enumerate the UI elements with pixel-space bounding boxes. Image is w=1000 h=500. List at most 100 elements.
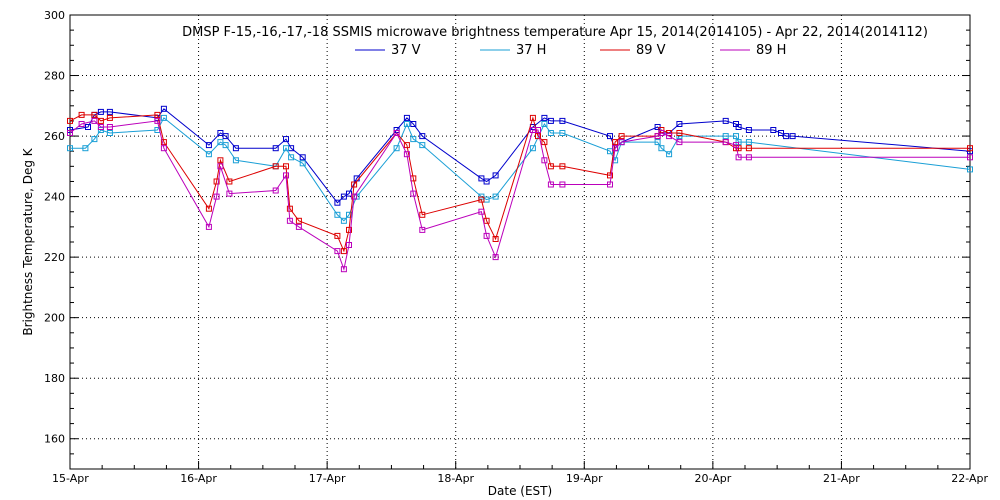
- data-point: [607, 172, 613, 179]
- data-point: [535, 127, 541, 133]
- data-point: [286, 217, 293, 224]
- data-point: [340, 266, 347, 273]
- data-point: [97, 117, 104, 124]
- data-point: [483, 232, 490, 239]
- y-tick-label: 200: [44, 312, 65, 325]
- data-point: [222, 133, 229, 140]
- data-point: [226, 178, 233, 185]
- data-point: [154, 111, 161, 118]
- data-point: [286, 205, 293, 212]
- data-point: [733, 133, 739, 140]
- data-point: [340, 248, 347, 255]
- data-point: [226, 190, 233, 197]
- data-point: [403, 121, 410, 127]
- data-point: [85, 124, 91, 130]
- data-point: [547, 163, 554, 170]
- series-line: [69, 108, 971, 204]
- data-point: [351, 181, 358, 188]
- series-line: [70, 117, 971, 222]
- data-point: [492, 236, 499, 242]
- data-point: [666, 151, 673, 158]
- data-point: [393, 145, 400, 152]
- x-tick-label: 15-Apr: [52, 472, 89, 485]
- data-point: [492, 254, 499, 261]
- x-tick-label: 17-Apr: [309, 472, 346, 485]
- data-point: [295, 217, 302, 224]
- data-point: [272, 187, 279, 194]
- data-point: [205, 151, 212, 158]
- data-point: [547, 117, 554, 124]
- y-tick-label: 240: [44, 191, 65, 204]
- data-point: [478, 208, 485, 215]
- data-point: [67, 117, 73, 124]
- data-point: [403, 151, 410, 158]
- data-point: [676, 130, 683, 136]
- data-point: [97, 124, 104, 130]
- data-point: [67, 145, 73, 152]
- data-point: [160, 139, 167, 146]
- data-point: [419, 226, 426, 233]
- data-point: [658, 130, 665, 136]
- data-point: [735, 124, 742, 130]
- data-point: [967, 166, 973, 173]
- data-point: [205, 142, 212, 149]
- data-point: [106, 108, 113, 115]
- data-point: [607, 181, 613, 188]
- data-point: [529, 145, 536, 152]
- data-point: [283, 145, 289, 152]
- data-point: [541, 157, 548, 164]
- data-point: [419, 133, 426, 140]
- data-point: [283, 136, 289, 143]
- data-point: [607, 133, 613, 140]
- data-point: [78, 121, 85, 127]
- data-point: [217, 130, 224, 136]
- data-point: [299, 154, 306, 161]
- y-axis-title: Brightness Temperature, Deg K: [21, 147, 35, 335]
- series-layer: [67, 105, 973, 273]
- y-tick-label: 180: [44, 372, 65, 385]
- data-point: [745, 139, 752, 146]
- data-point: [410, 136, 417, 143]
- y-tick-label: 280: [44, 70, 65, 83]
- data-point: [658, 145, 665, 152]
- data-point: [283, 163, 289, 170]
- data-point: [559, 181, 566, 188]
- data-point: [492, 172, 499, 179]
- series-89-h: [67, 117, 973, 273]
- data-point: [272, 163, 279, 170]
- data-point: [666, 133, 673, 140]
- x-tick-label: 21-Apr: [823, 472, 860, 485]
- data-point: [541, 114, 548, 121]
- data-point: [106, 124, 113, 130]
- data-point: [676, 133, 683, 140]
- data-point: [612, 139, 619, 146]
- data-point: [778, 130, 784, 136]
- data-point: [340, 217, 347, 224]
- data-point: [419, 211, 426, 218]
- data-point: [205, 223, 212, 230]
- data-point: [483, 178, 490, 185]
- legend: 37 V 37 H 89 V 89 H: [355, 43, 786, 58]
- data-point: [213, 178, 220, 185]
- plot-background: [70, 15, 970, 469]
- data-point: [295, 223, 302, 230]
- data-point: [299, 160, 306, 167]
- legend-label: 37 H: [516, 43, 546, 58]
- data-point: [393, 130, 400, 136]
- x-tick-label: 18-Apr: [437, 472, 474, 485]
- data-point: [478, 175, 485, 182]
- legend-label: 37 V: [391, 43, 421, 58]
- data-point: [535, 133, 541, 140]
- data-point: [745, 145, 752, 152]
- x-tick-label: 19-Apr: [566, 472, 603, 485]
- data-point: [483, 217, 490, 224]
- y-tick-label: 260: [44, 130, 65, 143]
- data-point: [559, 117, 566, 124]
- data-point: [745, 154, 752, 161]
- data-point: [492, 193, 499, 200]
- data-point: [547, 130, 554, 136]
- data-point: [789, 133, 796, 140]
- data-point: [346, 226, 352, 233]
- data-point: [676, 121, 683, 127]
